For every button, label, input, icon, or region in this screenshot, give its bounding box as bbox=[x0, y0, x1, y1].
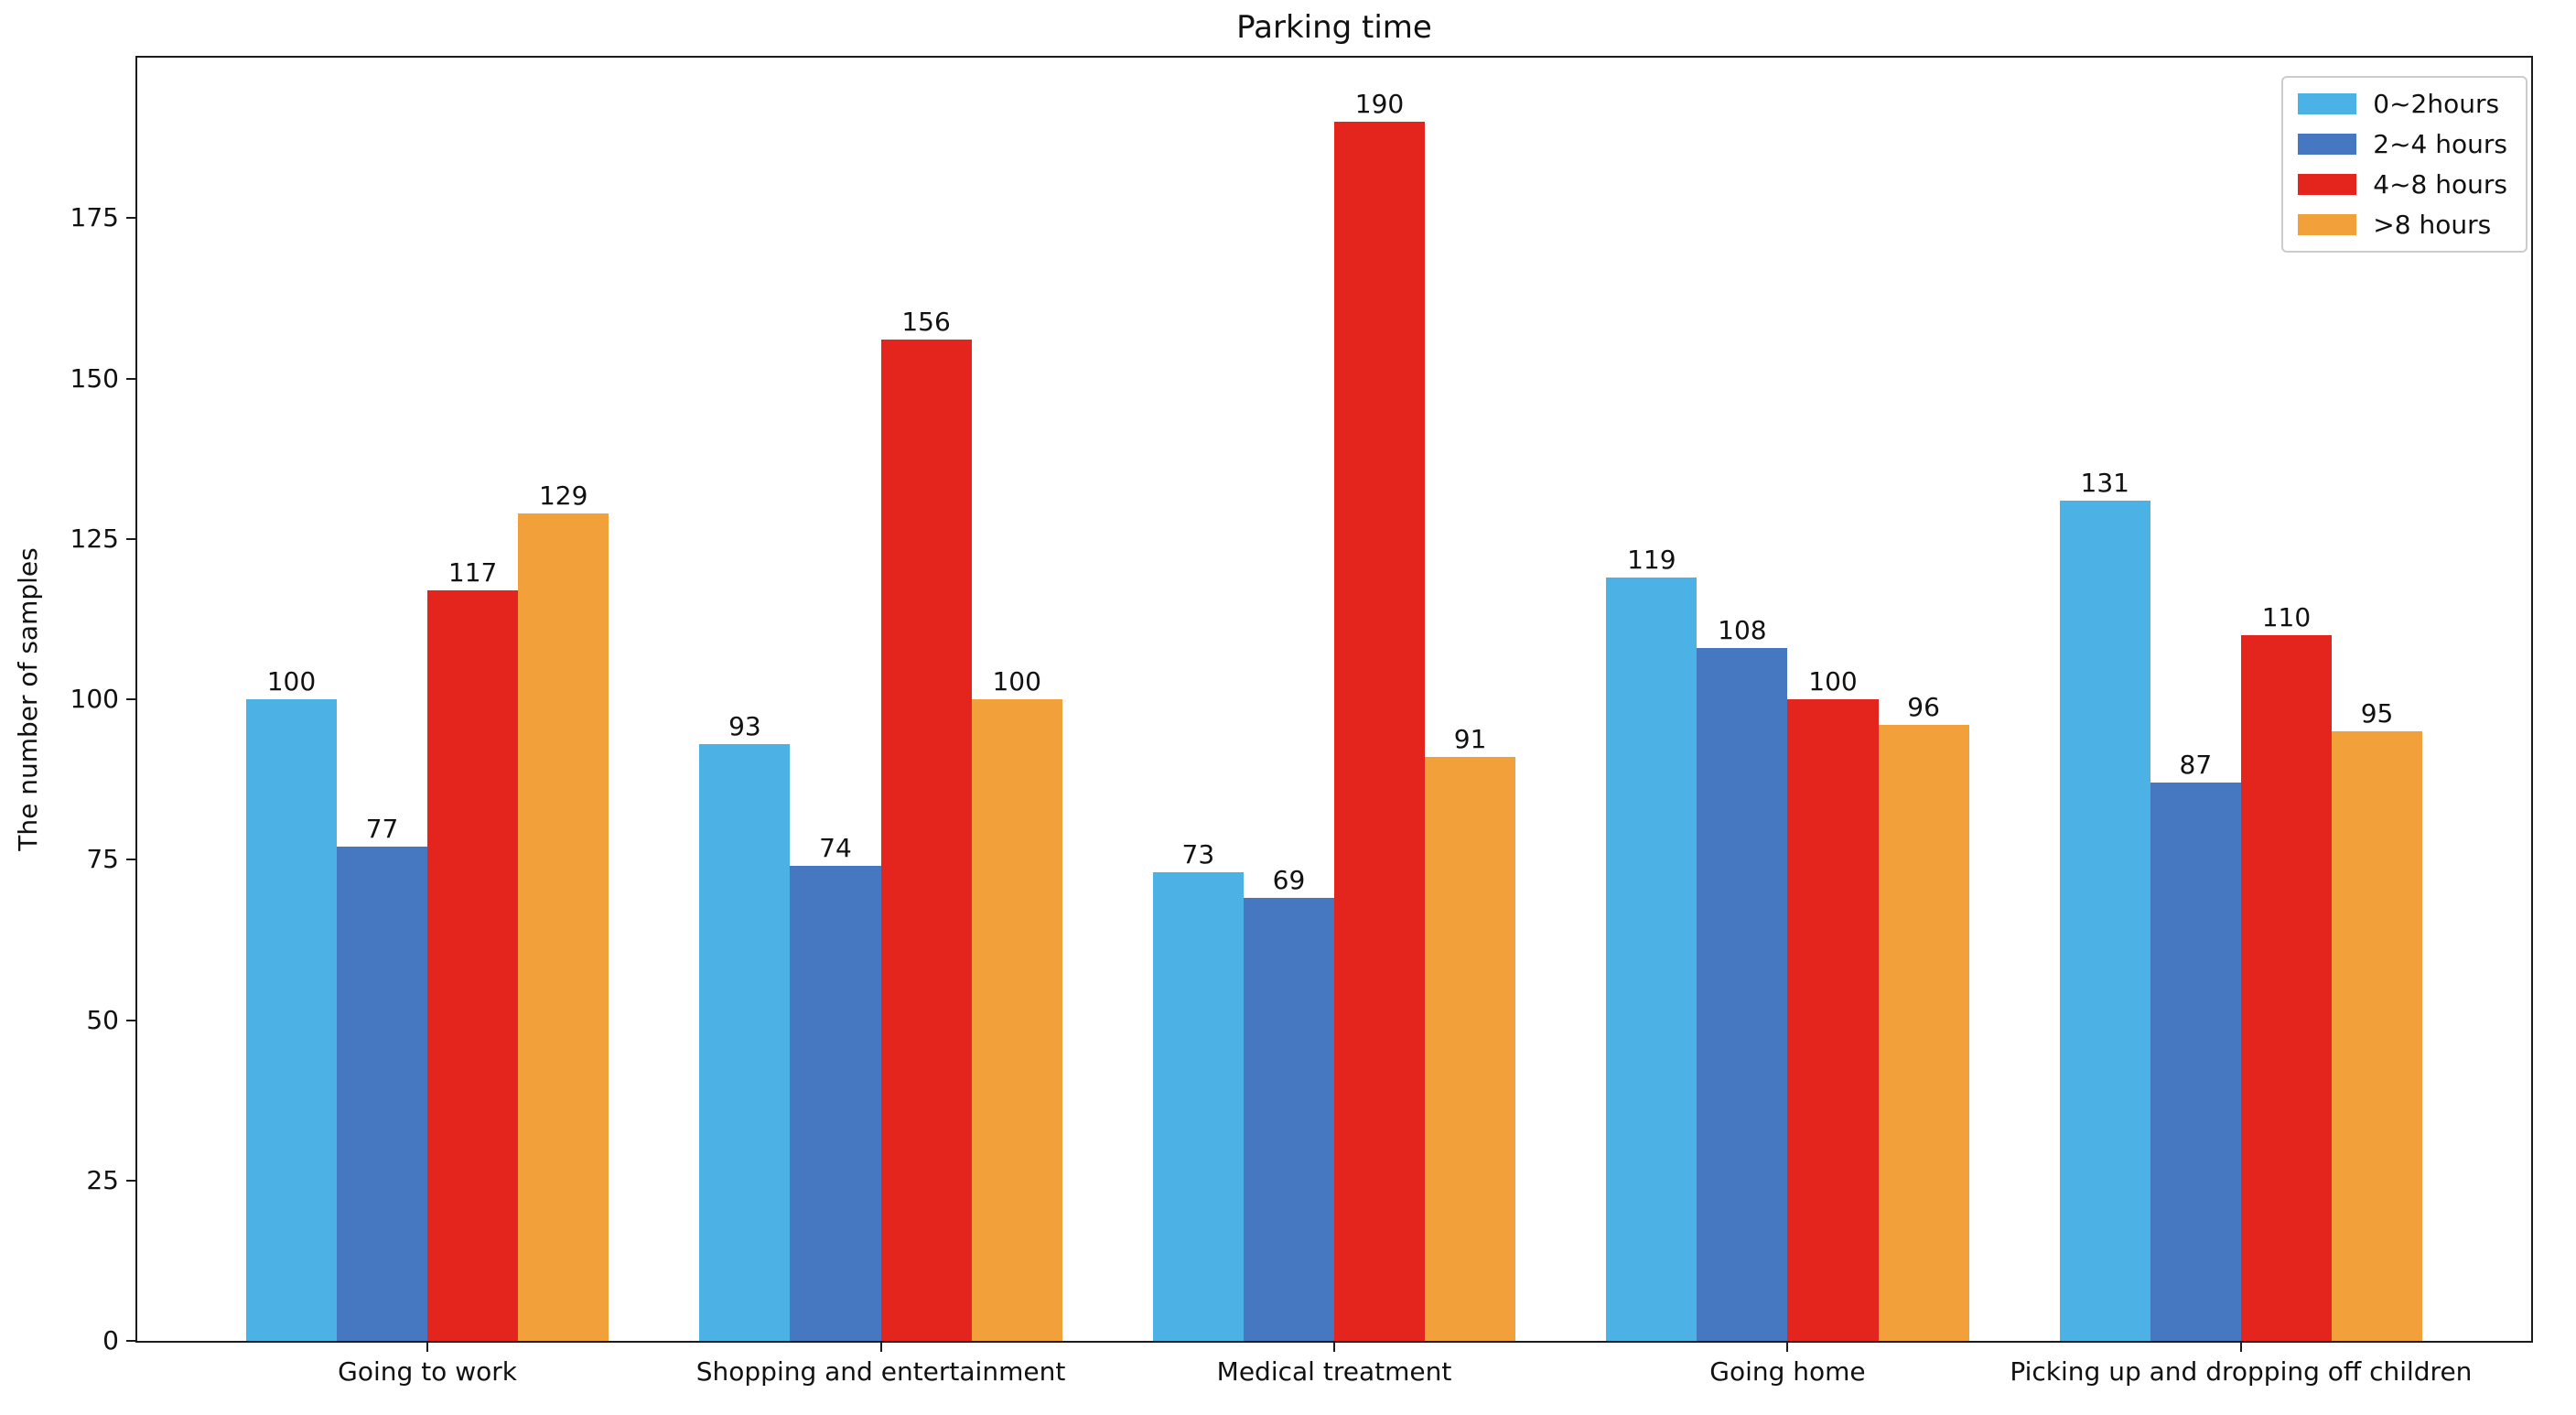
bar-value-label: 87 bbox=[2179, 750, 2213, 781]
legend-label: 4~8 hours bbox=[2373, 169, 2507, 200]
x-tick-mark bbox=[879, 1341, 882, 1352]
bar-value-label: 156 bbox=[901, 307, 951, 338]
legend-swatch bbox=[2298, 174, 2357, 195]
bar bbox=[2059, 500, 2150, 1341]
y-tick-mark bbox=[126, 698, 137, 700]
legend-label: 2~4 hours bbox=[2373, 129, 2507, 159]
legend-item: 2~4 hours bbox=[2298, 129, 2507, 159]
bar bbox=[880, 340, 972, 1341]
x-tick-mark bbox=[426, 1341, 429, 1352]
chart-title: Parking time bbox=[1236, 9, 1432, 46]
x-tick-mark bbox=[1333, 1341, 1335, 1352]
y-tick-label: 125 bbox=[70, 523, 119, 554]
bar-value-label: 100 bbox=[266, 666, 317, 697]
bar bbox=[2332, 731, 2423, 1341]
bar bbox=[971, 699, 1062, 1341]
y-tick-mark bbox=[126, 1019, 137, 1021]
bar bbox=[1697, 647, 1788, 1341]
bar bbox=[1243, 898, 1334, 1341]
y-tick-label: 75 bbox=[86, 844, 119, 875]
bar-value-label: 93 bbox=[728, 711, 761, 742]
legend-label: >8 hours bbox=[2373, 210, 2492, 240]
x-tick-mark bbox=[2239, 1341, 2242, 1352]
bar-value-label: 110 bbox=[2261, 601, 2312, 632]
legend-item: >8 hours bbox=[2298, 210, 2507, 240]
y-tick-mark bbox=[126, 537, 137, 540]
x-tick-label: Shopping and entertainment bbox=[695, 1356, 1066, 1387]
legend-item: 4~8 hours bbox=[2298, 169, 2507, 200]
y-tick-mark bbox=[126, 377, 137, 380]
bar-value-label: 131 bbox=[2080, 467, 2129, 498]
y-tick-mark bbox=[126, 859, 137, 861]
y-tick-mark bbox=[126, 217, 137, 220]
bar bbox=[427, 589, 519, 1341]
bar-value-label: 74 bbox=[819, 833, 852, 864]
y-tick-mark bbox=[126, 1179, 137, 1182]
legend-swatch bbox=[2298, 93, 2357, 114]
bar-value-label: 119 bbox=[1627, 544, 1676, 575]
x-tick-mark bbox=[1786, 1341, 1789, 1352]
bar bbox=[1787, 699, 1879, 1341]
bar bbox=[1606, 577, 1698, 1341]
legend-swatch bbox=[2298, 214, 2357, 235]
x-tick-label: Medical treatment bbox=[1216, 1356, 1452, 1387]
bar bbox=[1152, 872, 1244, 1341]
y-tick-label: 25 bbox=[86, 1164, 119, 1195]
bar bbox=[2150, 783, 2241, 1341]
legend: 0~2hours 2~4 hours 4~8 hours >8 hours bbox=[2281, 76, 2527, 253]
y-tick-label: 100 bbox=[70, 684, 119, 714]
bar bbox=[337, 847, 428, 1341]
bar-value-label: 117 bbox=[447, 556, 498, 588]
bar-value-label: 108 bbox=[1718, 614, 1767, 645]
y-tick-label: 175 bbox=[70, 202, 119, 233]
bar bbox=[1878, 725, 1969, 1341]
y-tick-mark bbox=[126, 1340, 137, 1342]
bar-value-label: 129 bbox=[538, 480, 588, 511]
bar-value-label: 91 bbox=[1453, 724, 1487, 755]
bar bbox=[1425, 757, 1516, 1341]
bar-value-label: 96 bbox=[1907, 692, 1940, 723]
legend-item: 0~2hours bbox=[2298, 89, 2507, 119]
x-tick-label: Going home bbox=[1709, 1356, 1866, 1387]
bar-value-label: 77 bbox=[365, 814, 399, 845]
bar bbox=[518, 513, 609, 1341]
bar-value-label: 100 bbox=[1808, 666, 1858, 697]
y-tick-label: 50 bbox=[86, 1004, 119, 1035]
bar bbox=[1334, 122, 1426, 1341]
bar-value-label: 73 bbox=[1181, 839, 1215, 870]
bar-value-label: 100 bbox=[992, 666, 1041, 697]
bar bbox=[699, 744, 791, 1341]
y-tick-label: 150 bbox=[70, 362, 119, 394]
bar bbox=[245, 699, 337, 1341]
y-tick-label: 0 bbox=[102, 1325, 119, 1356]
x-tick-label: Going to work bbox=[338, 1356, 517, 1387]
bar-value-label: 95 bbox=[2360, 698, 2394, 729]
bar bbox=[790, 866, 881, 1341]
bar-value-label: 190 bbox=[1354, 89, 1405, 120]
bar-value-label: 69 bbox=[1272, 865, 1306, 896]
x-tick-label: Picking up and dropping off children bbox=[2010, 1356, 2473, 1387]
legend-swatch bbox=[2298, 134, 2357, 155]
legend-label: 0~2hours bbox=[2373, 89, 2500, 119]
bar bbox=[2240, 634, 2332, 1341]
